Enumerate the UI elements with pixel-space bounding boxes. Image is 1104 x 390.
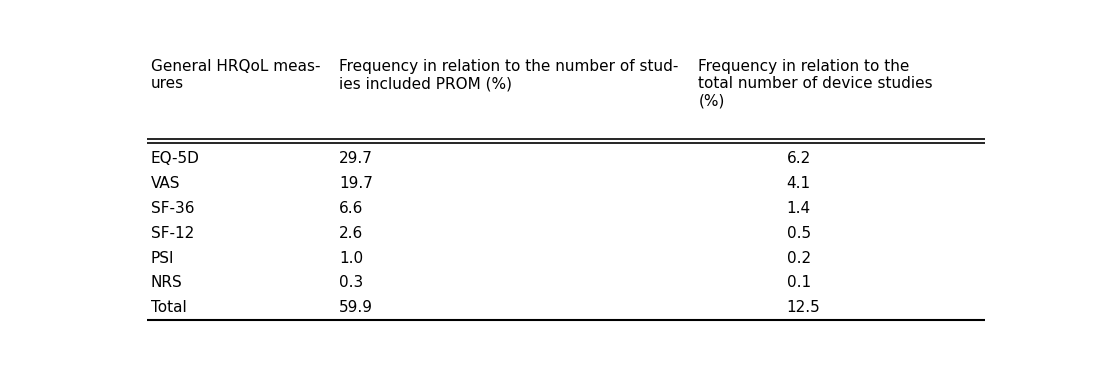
Text: 0.1: 0.1 bbox=[786, 275, 810, 291]
Text: Frequency in relation to the number of stud-
ies included PROM (%): Frequency in relation to the number of s… bbox=[339, 59, 679, 91]
Text: 0.2: 0.2 bbox=[786, 250, 810, 266]
Text: 1.0: 1.0 bbox=[339, 250, 363, 266]
Text: SF-36: SF-36 bbox=[151, 201, 194, 216]
Text: 1.4: 1.4 bbox=[786, 201, 810, 216]
Text: 12.5: 12.5 bbox=[786, 300, 820, 316]
Text: 2.6: 2.6 bbox=[339, 226, 363, 241]
Text: 0.3: 0.3 bbox=[339, 275, 363, 291]
Text: PSI: PSI bbox=[151, 250, 174, 266]
Text: 29.7: 29.7 bbox=[339, 151, 373, 166]
Text: 6.2: 6.2 bbox=[786, 151, 810, 166]
Text: General HRQoL meas-
ures: General HRQoL meas- ures bbox=[151, 59, 320, 91]
Text: SF-12: SF-12 bbox=[151, 226, 194, 241]
Text: VAS: VAS bbox=[151, 176, 180, 191]
Text: 0.5: 0.5 bbox=[786, 226, 810, 241]
Text: Frequency in relation to the
total number of device studies
(%): Frequency in relation to the total numbe… bbox=[699, 59, 933, 108]
Text: 6.6: 6.6 bbox=[339, 201, 363, 216]
Text: NRS: NRS bbox=[151, 275, 182, 291]
Text: 59.9: 59.9 bbox=[339, 300, 373, 316]
Text: EQ-5D: EQ-5D bbox=[151, 151, 200, 166]
Text: 19.7: 19.7 bbox=[339, 176, 373, 191]
Text: 4.1: 4.1 bbox=[786, 176, 810, 191]
Text: Total: Total bbox=[151, 300, 187, 316]
